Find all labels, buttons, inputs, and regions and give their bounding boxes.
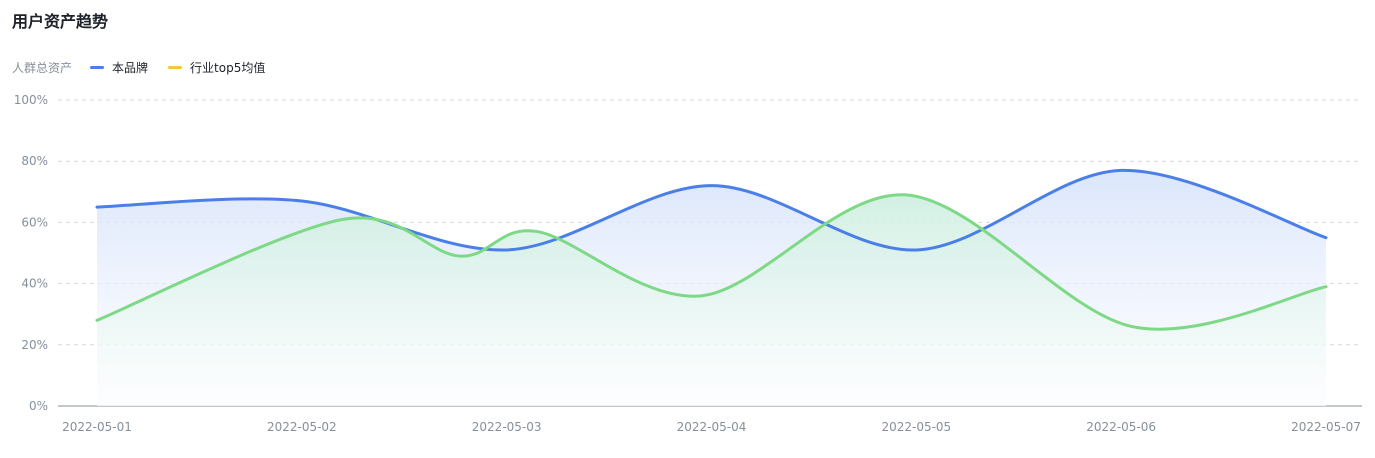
y-tick-label: 80% [21, 154, 48, 168]
legend-item-brand-label: 本品牌 [112, 61, 149, 75]
legend: 人群总资产 本品牌 行业top5均值 [12, 59, 285, 76]
x-tick-label: 2022-05-02 [267, 420, 337, 434]
x-tick-label: 2022-05-01 [62, 420, 132, 434]
legend-item-industry[interactable]: 行业top5均值 [168, 59, 265, 76]
legend-swatch-brand [90, 66, 105, 69]
y-tick-label: 20% [21, 338, 48, 352]
series-area-industry [97, 194, 1326, 406]
y-tick-label: 60% [21, 215, 48, 229]
series-line-brand [95, 168, 1328, 252]
x-tick-label: 2022-05-07 [1291, 420, 1361, 434]
x-tick-label: 2022-05-03 [472, 420, 542, 434]
legend-item-brand[interactable]: 本品牌 [90, 59, 148, 76]
chart-title: 用户资产趋势 [12, 12, 109, 31]
legend-label: 人群总资产 [12, 61, 73, 75]
y-tick-label: 100% [14, 93, 48, 107]
x-tick-label: 2022-05-04 [677, 420, 747, 434]
x-tick-label: 2022-05-05 [881, 420, 951, 434]
y-tick-label: 0% [29, 399, 48, 413]
series-line-industry [95, 193, 1328, 331]
legend-swatch-industry [168, 66, 183, 69]
y-tick-label: 40% [21, 277, 48, 291]
x-tick-label: 2022-05-06 [1086, 420, 1156, 434]
legend-item-industry-label: 行业top5均值 [190, 61, 266, 75]
